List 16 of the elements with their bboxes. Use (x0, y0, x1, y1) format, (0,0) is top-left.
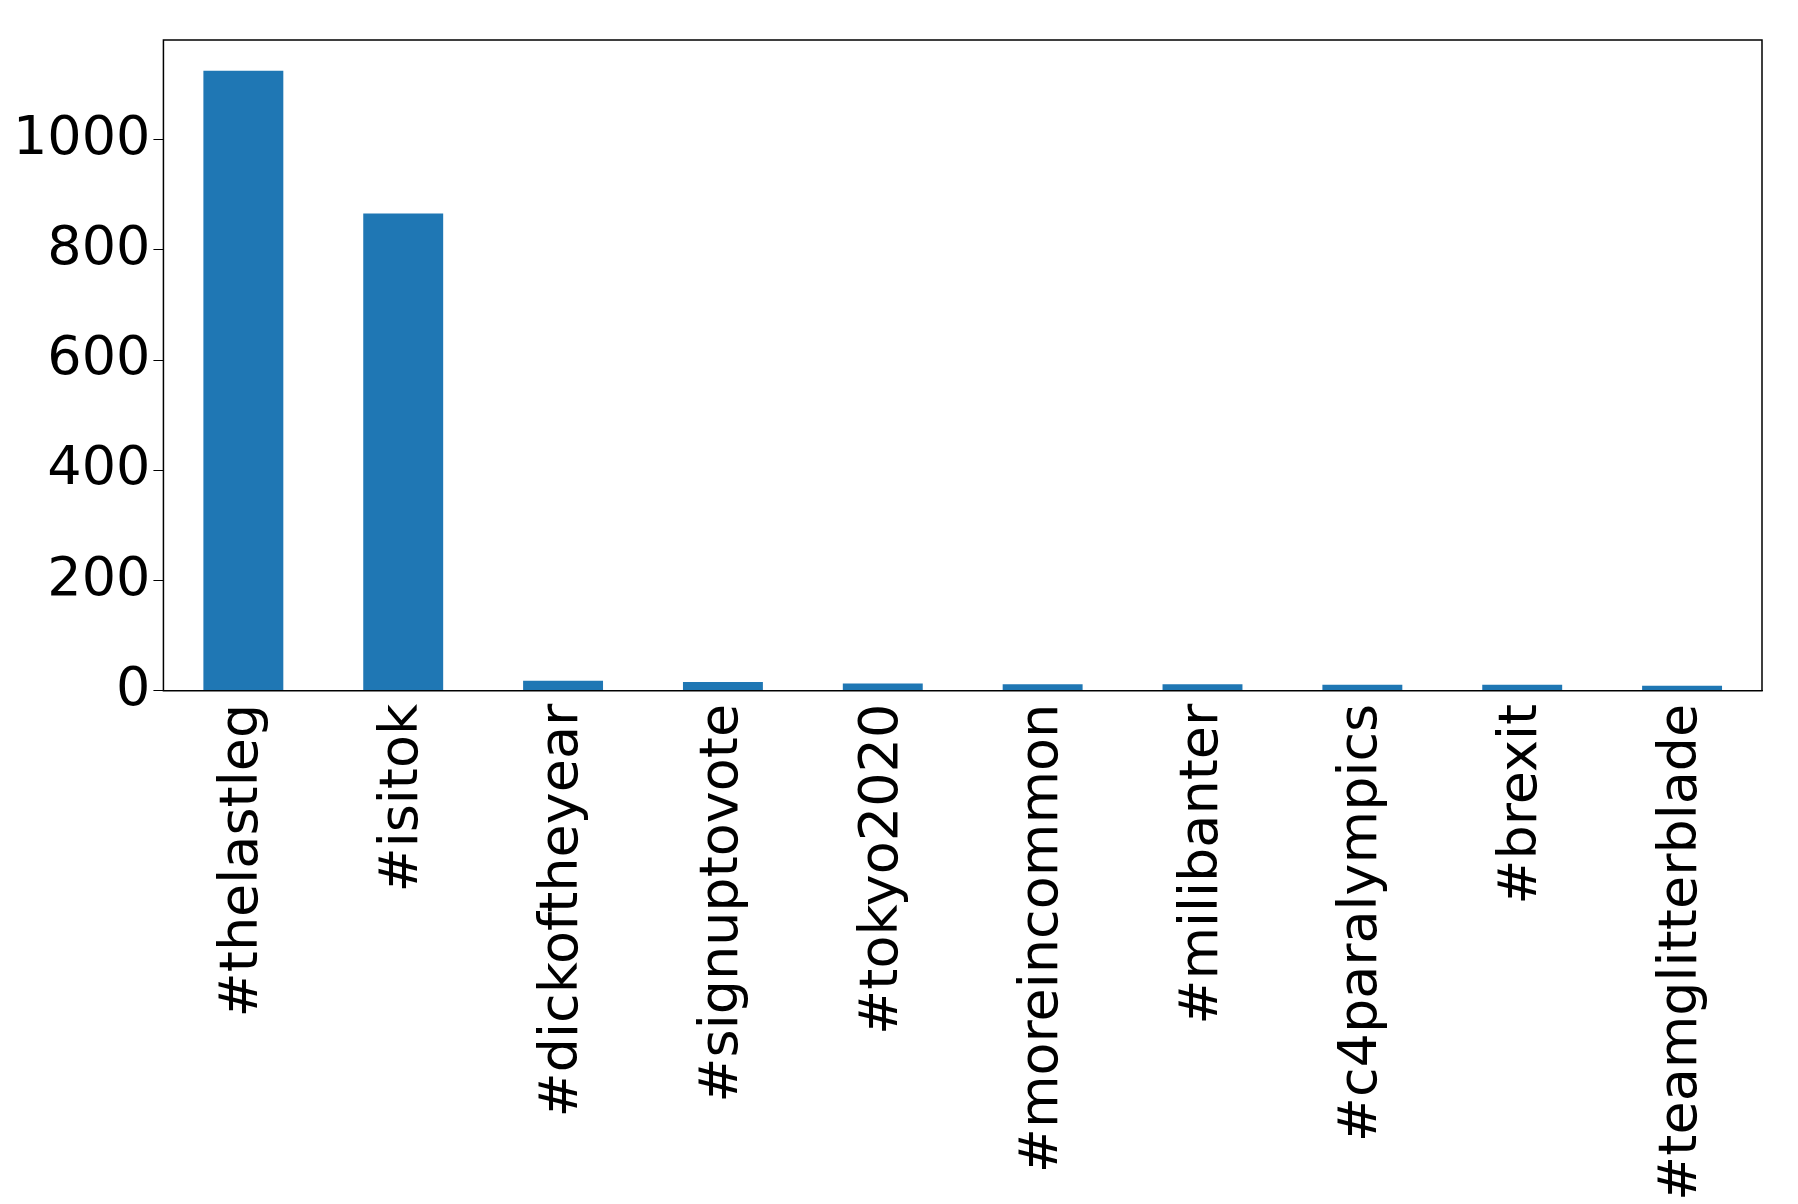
x-tick-label: #teamglitterblade (1646, 703, 1710, 1202)
x-tick-label: #tokyo2020 (846, 703, 910, 1035)
y-tick-label: 800 (47, 213, 151, 277)
x-tick-label: #dickoftheyear (527, 702, 591, 1118)
x-tick-label: #thelastleg (207, 703, 271, 1018)
x-tick-label: #brexit (1486, 703, 1550, 905)
y-tick-label: 1000 (12, 103, 151, 167)
y-tick-label: 0 (116, 654, 151, 718)
x-tick-label: #c4paralympics (1326, 703, 1390, 1143)
y-tick-label: 600 (47, 324, 151, 388)
y-tick-label: 400 (47, 434, 151, 498)
x-tick-label: #isitok (367, 703, 431, 893)
x-tick-label: #moreincommon (1006, 703, 1070, 1174)
x-tick-label: #signuptovote (686, 703, 750, 1103)
x-tick-label: #milibanter (1166, 702, 1230, 1025)
y-tick-label: 200 (47, 544, 151, 608)
